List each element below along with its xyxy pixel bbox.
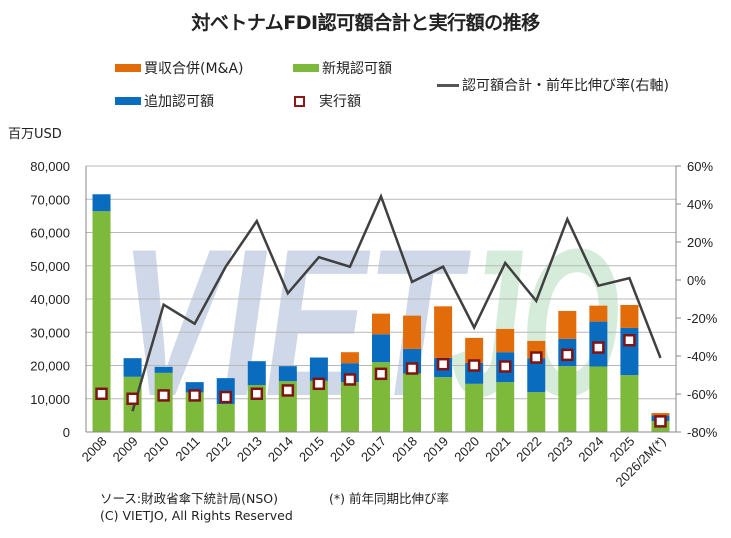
- bar-new: [527, 392, 546, 432]
- bar-ma: [434, 306, 453, 358]
- execution-markers: [95, 333, 667, 428]
- execution-marker: [374, 367, 388, 381]
- y-tick-label: 60,000: [30, 226, 70, 241]
- y2-tick-label: -40%: [687, 349, 718, 364]
- y-axis-unit: 百万USD: [8, 127, 62, 142]
- bar-new: [216, 404, 235, 432]
- y2-tick-label: 0%: [687, 273, 706, 288]
- bar-new: [558, 366, 577, 432]
- footer-source: ソース:財政省傘下統計局(NSO): [100, 491, 278, 506]
- execution-marker: [95, 387, 108, 401]
- legend-execution-label: 実行額: [319, 94, 361, 110]
- execution-marker: [405, 362, 419, 375]
- legend-ma-swatch: [115, 64, 141, 72]
- legend-growth: 認可額合計・前年比伸び率(右軸): [437, 75, 669, 95]
- legend-growth-line: [437, 83, 459, 87]
- execution-marker: [312, 377, 326, 391]
- legend-execution-marker: [294, 95, 305, 107]
- legend-new-label: 新規認可額: [322, 61, 392, 77]
- bar-new: [185, 392, 204, 432]
- bar-additional: [247, 361, 266, 386]
- growth-line-group: [131, 193, 662, 412]
- footer-copyright: (C) VIETJO, All Rights Reserved: [100, 508, 293, 523]
- execution-marker: [561, 348, 574, 362]
- bar-new: [92, 211, 111, 432]
- legend-additional-swatch: [115, 97, 141, 105]
- bar-new: [154, 372, 173, 432]
- y-tick-label: 70,000: [30, 192, 70, 207]
- bar-additional: [154, 366, 173, 373]
- legend-new: 新規認可額: [293, 58, 392, 78]
- execution-marker: [654, 415, 667, 428]
- execution-marker: [530, 351, 543, 364]
- execution-marker: [436, 357, 450, 371]
- bar-new: [340, 382, 359, 432]
- chart-title: 対ベトナムFDI認可額合計と実行額の推移: [191, 12, 540, 34]
- y2-tick-label: -20%: [687, 311, 718, 326]
- y-tick-label: 30,000: [30, 325, 70, 340]
- bar-additional: [527, 358, 546, 393]
- legend-additional-label: 追加認可額: [144, 94, 214, 110]
- execution-marker: [498, 360, 512, 373]
- bar-additional: [278, 366, 297, 382]
- y2-tick-label: 60%: [687, 159, 713, 174]
- y-tick-label: 80,000: [30, 159, 70, 174]
- execution-marker: [157, 389, 170, 402]
- execution-marker: [250, 387, 264, 401]
- execution-marker: [623, 333, 636, 347]
- bar-new: [434, 377, 453, 432]
- execution-marker: [219, 390, 232, 404]
- bar-new: [620, 375, 639, 432]
- y-tick-label: 0: [63, 425, 70, 440]
- bar-ma: [403, 315, 422, 349]
- execution-marker: [126, 392, 139, 405]
- legend-new-swatch: [293, 64, 319, 72]
- legend-execution: 実行額: [284, 91, 361, 111]
- bar-ma: [496, 328, 515, 353]
- y2-tick-label: -60%: [687, 387, 718, 402]
- bar-new: [589, 366, 608, 432]
- y-tick-label: 50,000: [30, 259, 70, 274]
- legend-growth-label: 認可額合計・前年比伸び率(右軸): [462, 78, 669, 94]
- execution-marker: [467, 359, 481, 372]
- bar-ma: [340, 352, 359, 364]
- execution-marker: [281, 384, 295, 397]
- bar-new: [309, 380, 328, 432]
- y-tick-label: 20,000: [30, 359, 70, 374]
- bar-ma: [620, 304, 639, 328]
- legend-ma: 買収合併(M&A): [115, 58, 244, 78]
- y-tick-label: 40,000: [30, 292, 70, 307]
- y-tick-label: 10,000: [30, 392, 70, 407]
- y2-tick-label: -80%: [687, 425, 718, 440]
- bar-ma: [558, 310, 577, 339]
- bar-ma: [651, 413, 670, 416]
- x-tick-label: 2008: [79, 434, 110, 465]
- bar-additional: [185, 382, 204, 393]
- bar-ma: [372, 313, 390, 335]
- bar-new: [496, 382, 515, 432]
- growth-line: [131, 193, 662, 412]
- legend-ma-label: 買収合併(M&A): [144, 61, 244, 77]
- bar-new: [403, 373, 422, 432]
- bar-additional: [372, 334, 390, 363]
- legend-additional: 追加認可額: [115, 91, 214, 111]
- execution-marker: [592, 341, 605, 354]
- bar-additional: [92, 194, 111, 212]
- bar-new: [465, 383, 484, 432]
- execution-marker: [188, 389, 201, 402]
- bar-ma: [465, 337, 484, 363]
- bar-ma: [589, 305, 608, 322]
- y2-tick-label: 40%: [687, 197, 713, 212]
- execution-marker: [343, 373, 357, 386]
- bar-additional: [309, 357, 328, 381]
- bar-additional: [123, 358, 142, 377]
- footer-note: (*) 前年同期比伸び率: [329, 491, 449, 506]
- y2-tick-label: 20%: [687, 235, 713, 250]
